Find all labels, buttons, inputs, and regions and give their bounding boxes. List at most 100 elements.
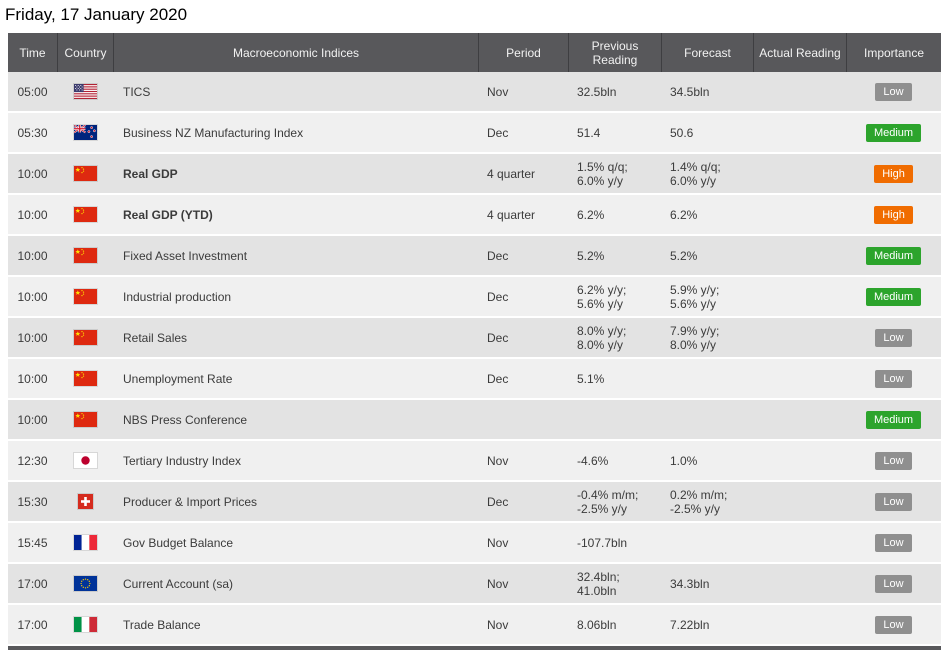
time-cell: 05:00 [17,84,48,99]
previous-reading-cell: 51.4 [577,125,601,140]
flag-china-icon [73,289,97,304]
flag-china-icon [73,166,97,181]
previous-reading-cell: 32.5bln [577,84,617,99]
previous-reading-cell: -107.7bln [577,535,628,550]
economic-calendar-table: Time Country Macroeconomic Indices Perio… [8,33,941,646]
country-cell [57,400,113,439]
importance-badge: Medium [865,246,922,265]
time-cell: 15:30 [17,494,48,509]
time-cell: 05:30 [17,125,48,140]
column-header-macroeconomic-indices: Macroeconomic Indices [113,33,478,72]
table-row: 12:30 Tertiary Industry Index Nov -4.6% … [8,441,941,482]
actual-reading-cell [753,277,846,316]
previous-reading-cell [568,400,661,439]
importance-cell: Low [846,359,941,398]
previous-reading-cell: 8.0% y/y; 8.0% y/y [577,323,627,352]
importance-cell: High [846,195,941,234]
importance-badge: Low [875,82,912,101]
country-cell [57,564,113,603]
index-name-cell: Real GDP (YTD) [123,207,213,222]
actual-reading-cell [753,72,846,111]
time-cell: 17:00 [17,617,48,632]
forecast-cell: 5.9% y/y; 5.6% y/y [670,282,720,311]
actual-reading-cell [753,482,846,521]
flag-usa-icon [73,84,97,99]
forecast-cell: 1.4% q/q; 6.0% y/y [670,159,721,188]
country-cell [57,236,113,275]
period-cell: Nov [487,84,509,99]
importance-cell: Low [846,605,941,644]
country-cell [57,113,113,152]
table-row: 10:00 Industrial production Dec 6.2% y/y… [8,277,941,318]
importance-badge: High [874,205,913,224]
time-cell: 10:00 [17,166,48,181]
importance-badge: Low [875,615,912,634]
index-name-cell: Producer & Import Prices [123,494,258,509]
importance-cell: Low [846,482,941,521]
table-row: 10:00 Real GDP 4 quarter 1.5% q/q; 6.0% … [8,154,941,195]
flag-china-icon [73,330,97,345]
table-row: 17:00 Current Account (sa) Nov 32.4bln; … [8,564,941,605]
actual-reading-cell [753,113,846,152]
country-cell [57,523,113,562]
period-cell: Dec [487,494,509,509]
previous-reading-cell: 6.2% y/y; 5.6% y/y [577,282,627,311]
previous-reading-cell: 5.2% [577,248,605,263]
index-name-cell: Industrial production [123,289,232,304]
forecast-cell: 7.9% y/y; 8.0% y/y [670,323,720,352]
index-name-cell: Retail Sales [123,330,188,345]
period-cell: Nov [487,576,509,591]
flag-italy-icon [73,617,97,632]
period-cell: Nov [487,535,509,550]
country-cell [57,72,113,111]
time-cell: 10:00 [17,330,48,345]
forecast-cell: 34.3bln [670,576,710,591]
forecast-cell: 34.5bln [670,84,710,99]
table-row: 17:00 Trade Balance Nov 8.06bln 7.22bln … [8,605,941,646]
country-cell [57,605,113,644]
actual-reading-cell [753,236,846,275]
actual-reading-cell [753,195,846,234]
importance-cell: Medium [846,113,941,152]
previous-reading-cell: -4.6% [577,453,609,468]
period-cell: Nov [487,617,509,632]
actual-reading-cell [753,359,846,398]
importance-badge: Low [875,328,912,347]
flag-china-icon [73,371,97,386]
forecast-cell [661,359,753,398]
importance-cell: Low [846,318,941,357]
time-cell: 10:00 [17,207,48,222]
importance-cell: Low [846,441,941,480]
table-row: 05:00 TICS Nov 32.5bln 34.5bln Low [8,72,941,113]
flag-france-icon [73,535,97,550]
table-header-row: Time Country Macroeconomic Indices Perio… [8,33,941,72]
actual-reading-cell [753,318,846,357]
period-cell: 4 quarter [487,166,536,181]
importance-badge: Low [875,574,912,593]
actual-reading-cell [753,400,846,439]
period-cell [478,400,568,439]
time-cell: 10:00 [17,371,48,386]
forecast-cell: 7.22bln [670,617,710,632]
time-cell: 12:30 [17,453,48,468]
actual-reading-cell [753,523,846,562]
period-cell: 4 quarter [487,207,536,222]
column-header-time: Time [19,45,46,60]
table-row: 15:30 Producer & Import Prices Dec -0.4%… [8,482,941,523]
forecast-cell: 5.2% [670,248,698,263]
actual-reading-cell [753,605,846,644]
country-cell [57,359,113,398]
index-name-cell: NBS Press Conference [123,412,248,427]
importance-cell: Medium [846,277,941,316]
column-header-country: Country [57,33,113,72]
flag-china-icon [73,248,97,263]
column-header-previous-reading: Previous Reading [568,33,661,72]
forecast-cell: 1.0% [670,453,698,468]
index-name-cell: Gov Budget Balance [123,535,234,550]
actual-reading-cell [753,564,846,603]
column-header-period: Period [478,33,568,72]
actual-reading-cell [753,154,846,193]
forecast-cell [661,523,753,562]
importance-cell: Low [846,72,941,111]
period-cell: Dec [487,330,509,345]
